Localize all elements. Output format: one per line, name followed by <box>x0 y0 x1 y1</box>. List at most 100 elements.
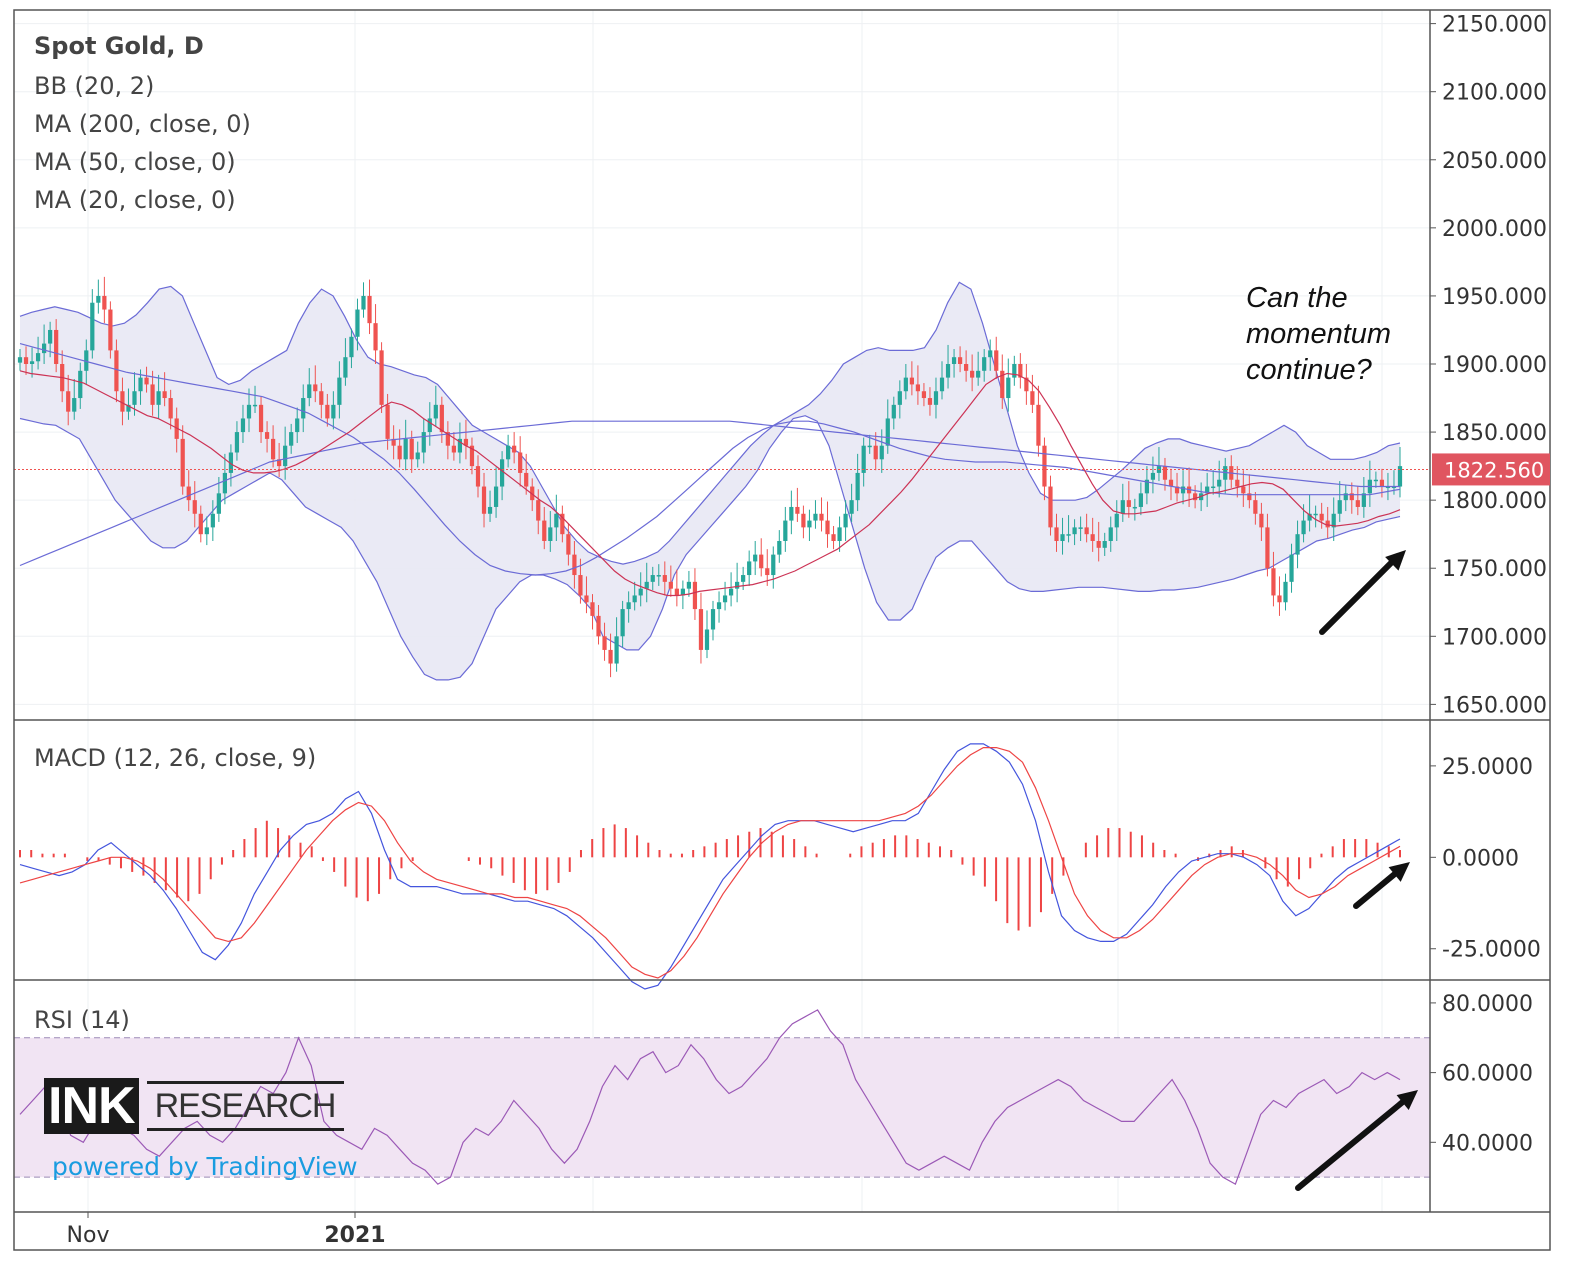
arrow-shaft <box>1295 1093 1413 1191</box>
candle-body <box>536 500 541 521</box>
candle-body <box>162 391 167 399</box>
candle-body <box>258 404 264 433</box>
candle-body <box>1283 581 1288 603</box>
candle-body <box>385 404 390 439</box>
candle-body <box>1132 506 1137 509</box>
candle-body <box>518 452 523 473</box>
candle-body <box>1048 486 1053 528</box>
arrow-head <box>1396 1090 1418 1110</box>
candle-body <box>1343 493 1348 501</box>
candle-body <box>1126 500 1131 507</box>
candle-body <box>795 506 800 514</box>
candle-body <box>945 364 951 378</box>
candle-body <box>813 513 818 521</box>
candle-body <box>264 432 270 439</box>
candle-body <box>1090 534 1095 541</box>
candle-body <box>1193 493 1198 501</box>
candle-body <box>1174 486 1180 494</box>
candle-body <box>373 323 378 351</box>
candle-body <box>1162 466 1168 480</box>
candle-body <box>554 513 559 528</box>
macd-tick-label: 25.0000 <box>1442 755 1533 780</box>
candle-body <box>156 391 161 405</box>
logo-research: RESEARCH <box>146 1081 344 1131</box>
macd-panel <box>19 743 1401 990</box>
candle-body <box>970 370 975 378</box>
candle-body <box>361 295 366 310</box>
candle-body <box>1349 493 1354 501</box>
candle-body <box>29 361 35 364</box>
candle-body <box>1018 364 1023 378</box>
candle-body <box>1217 479 1222 487</box>
candle-body <box>1036 404 1041 446</box>
candle-body <box>138 377 143 392</box>
candle-body <box>939 377 945 392</box>
candle-body <box>204 527 209 535</box>
candle-body <box>427 418 432 433</box>
candle-body <box>186 486 191 501</box>
candle-body <box>1265 527 1270 569</box>
candle-body <box>1066 534 1071 536</box>
candle-body <box>1391 486 1397 489</box>
candle-body <box>632 595 637 603</box>
candle-body <box>704 629 710 650</box>
candle-body <box>1235 479 1240 487</box>
signal-line <box>19 747 1401 979</box>
candle-body <box>885 418 890 446</box>
candle-body <box>644 581 649 589</box>
indicator-ma20: MA (20, close, 0) <box>34 186 236 214</box>
rsi-tick-label: 40.0000 <box>1442 1131 1533 1156</box>
rsi-line <box>19 1009 1401 1185</box>
candle-body <box>1108 527 1113 541</box>
candle-body <box>313 384 318 392</box>
candle-body <box>753 554 758 562</box>
candle-body <box>246 404 252 419</box>
annotation-arrows <box>1295 550 1418 1191</box>
candle-body <box>493 486 499 507</box>
candle-body <box>222 472 227 494</box>
rsi-band-fill <box>14 1037 1430 1178</box>
candle-body <box>126 404 131 412</box>
candle-body <box>252 404 258 407</box>
annotation-line-2: momentum <box>1246 318 1392 350</box>
candle-body <box>1379 479 1385 487</box>
annotation-line-1: Can the <box>1246 282 1348 314</box>
candle-body <box>584 595 589 603</box>
candle-body <box>716 602 722 610</box>
candle-body <box>524 472 529 487</box>
candle-body <box>831 534 836 541</box>
candle-body <box>855 472 860 501</box>
candle-body <box>698 609 704 650</box>
candle-body <box>909 377 914 385</box>
candle-body <box>927 398 933 405</box>
candle-body <box>379 350 384 405</box>
candle-body <box>1355 500 1360 507</box>
candle-body <box>307 384 312 399</box>
candle-body <box>1168 479 1174 487</box>
candle-body <box>1397 466 1403 487</box>
candle-body <box>783 520 788 541</box>
last-price-label: 1822.560 <box>1444 458 1544 482</box>
candle-body <box>349 336 354 358</box>
candle-body <box>1295 534 1300 555</box>
candle-body <box>1024 377 1029 392</box>
candle-body <box>355 309 360 337</box>
candle-body <box>590 602 595 616</box>
candle-body <box>1289 554 1294 582</box>
candle-body <box>620 609 625 637</box>
candle-body <box>216 493 221 514</box>
candle-body <box>1096 541 1101 548</box>
rsi-title: RSI (14) <box>34 1006 130 1034</box>
candle-body <box>90 302 95 351</box>
candle-body <box>735 581 740 589</box>
candle-body <box>234 432 240 453</box>
rsi-tick-label: 80.0000 <box>1442 992 1533 1017</box>
candle-body <box>542 520 547 541</box>
bollinger-band <box>19 281 1401 681</box>
candle-body <box>873 445 878 460</box>
candle-body <box>1012 364 1017 378</box>
candle-body <box>445 432 450 446</box>
candle-body <box>23 357 29 364</box>
moving-average-lines <box>14 343 1430 597</box>
